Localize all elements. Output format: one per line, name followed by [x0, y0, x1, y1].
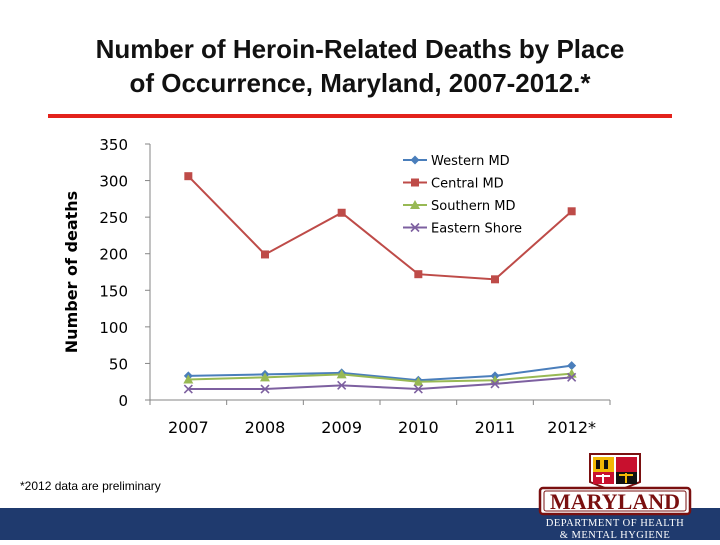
data-point [260, 372, 270, 382]
legend-marker [410, 200, 420, 209]
legend-label: Central MD [431, 177, 504, 192]
data-point [490, 379, 500, 389]
y-axis-title: Number of deaths [62, 191, 81, 353]
logo-name: MARYLAND [550, 489, 680, 514]
maryland-dhmh-logo: MARYLAND DEPARTMENT OF HEALTH & MENTAL H… [530, 448, 700, 541]
x-tick-label: 2012* [547, 418, 596, 437]
x-tick-label: 2009 [321, 418, 362, 437]
legend-marker [410, 222, 420, 233]
y-tick-label: 100 [99, 319, 128, 337]
series-line [188, 376, 572, 391]
series-line [188, 364, 572, 382]
data-point [567, 207, 576, 216]
data-point [413, 376, 424, 386]
series-line [187, 175, 573, 281]
y-tick-label: 200 [99, 246, 128, 264]
x-tick-label: 2010 [398, 418, 439, 437]
legend-label: Western MD [431, 154, 510, 169]
legend-label: Southern MD [431, 199, 516, 214]
data-point [183, 374, 194, 384]
data-point [336, 369, 347, 379]
crest-icon [589, 453, 641, 494]
y-tick-label: 300 [99, 173, 128, 191]
footnote: *2012 data are preliminary [20, 479, 161, 493]
x-tick-label: 2011 [475, 418, 516, 437]
data-point [183, 384, 193, 394]
legend-label: Eastern Shore [431, 222, 522, 237]
y-tick-label: 350 [99, 136, 128, 154]
logo-graphic: MARYLAND DEPARTMENT OF HEALTH & MENTAL H… [538, 453, 692, 541]
logo-subtitle-2: & MENTAL HYGIENE [560, 530, 671, 540]
x-tick-label: 2008 [245, 418, 286, 437]
y-tick-label: 0 [118, 392, 128, 410]
data-point [567, 372, 577, 382]
data-point [567, 361, 577, 371]
title-divider [48, 114, 672, 118]
y-tick-label: 150 [99, 282, 128, 300]
data-point [261, 250, 269, 259]
y-tick-label: 50 [109, 355, 128, 373]
logo-name-inner-frame [543, 490, 687, 512]
logo-subtitle-1: DEPARTMENT OF HEALTH [546, 518, 685, 529]
y-tick-label: 250 [99, 209, 128, 227]
data-point [260, 384, 270, 394]
x-tick-label: 2007 [168, 418, 209, 437]
data-point [337, 380, 347, 390]
data-point [413, 384, 423, 394]
slide-title-line-2: of Occurrence, Maryland, 2007-2012.* [129, 68, 591, 98]
slide-title: Number of Heroin-Related Deaths by Place… [0, 32, 720, 100]
legend-marker [411, 178, 419, 187]
line-chart: 0 50 100 150 200 250 300 350 2007 2008 2009 2010 201… [62, 136, 611, 437]
data-point [337, 208, 346, 217]
slide-title-line-1: Number of Heroin-Related Deaths by Place [95, 34, 625, 64]
series-line [188, 372, 572, 383]
data-point [414, 270, 423, 279]
data-point [491, 275, 499, 284]
data-point [184, 172, 193, 181]
legend-marker [410, 155, 420, 165]
